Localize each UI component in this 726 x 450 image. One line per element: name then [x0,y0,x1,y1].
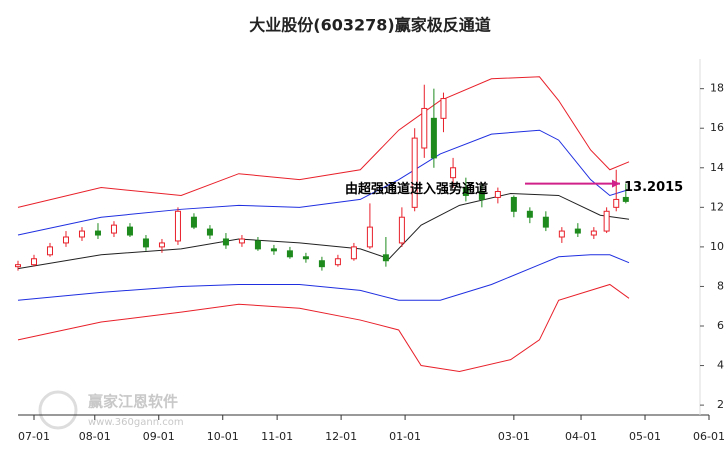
candle-body [46,246,53,256]
x-tick-label: 03-01 [498,430,530,443]
x-tick-label: 01-01 [389,430,421,443]
candle-body [430,117,437,159]
watermark-url: www.360gann.com [88,417,184,428]
annotation-text: 由超强通道进入强势通道 [345,181,488,197]
candle-body [510,196,517,212]
candle-body [270,248,277,252]
candle-body [350,246,357,260]
candle-body [494,191,501,198]
x-tick-label: 06-01 [693,430,725,443]
candle-body [421,107,428,149]
candle-body [603,210,610,232]
y-tick-label: 2 [717,398,724,411]
y-tick-label: 6 [717,319,724,332]
candle-body [62,236,69,244]
candle-body [158,242,165,248]
candle-body [174,210,181,242]
candle-body [613,198,620,208]
candle-body [206,228,213,236]
candle-body [254,240,261,250]
x-tick-label: 10-01 [207,430,239,443]
y-tick-label: 16 [710,121,724,134]
y-tick-label: 4 [717,359,724,372]
y-tick-label: 8 [717,279,724,292]
y-tick-label: 14 [710,161,724,174]
y-tick-label: 18 [710,82,724,95]
candle-body [142,238,149,248]
candle-body [574,228,581,234]
candle-body [126,226,133,236]
chart-title: 大业股份(603278)赢家极反通道 [249,16,490,35]
candle-body [15,264,21,268]
candle-body [478,191,485,200]
candle-body [302,256,309,260]
candle-body [238,238,245,244]
candle-body [110,224,117,234]
candle-body [382,254,389,262]
candle-body [411,137,418,208]
x-tick-label: 09-01 [143,430,175,443]
candle-body [286,250,293,258]
x-tick-label: 12-01 [325,430,357,443]
watermark-logo [38,390,78,430]
channel-line [17,129,630,236]
candle-body [462,187,469,196]
candle-body [398,216,405,244]
candle-body [190,216,197,228]
candle-body [318,260,325,268]
y-tick-label: 12 [710,200,724,213]
channel-line [17,283,630,372]
channel-line [17,76,630,208]
candle-body [366,226,373,248]
x-tick-label: 04-01 [565,430,597,443]
x-tick-label: 11-01 [261,430,293,443]
candle-body [450,167,457,179]
channel-line [17,192,630,270]
candle-body [222,238,229,246]
candle-body [78,230,85,238]
candle-body [622,196,629,202]
y-tick-label: 10 [710,240,724,253]
watermark-name: 赢家江恩软件 [88,393,178,411]
candle-body [590,230,597,236]
candle-body [30,258,37,266]
candle-body [334,258,341,266]
annotation-value: 13.2015 [624,180,683,195]
annotation-arrowhead [612,179,620,188]
candle-body [94,230,101,236]
candle-body [542,216,549,228]
x-tick-label: 08-01 [79,430,111,443]
channel-line [17,254,630,301]
candle-body [440,98,447,119]
candle-body [526,210,533,218]
x-tick-label: 05-01 [629,430,661,443]
candle-body [558,230,565,238]
x-tick-label: 07-01 [18,430,50,443]
